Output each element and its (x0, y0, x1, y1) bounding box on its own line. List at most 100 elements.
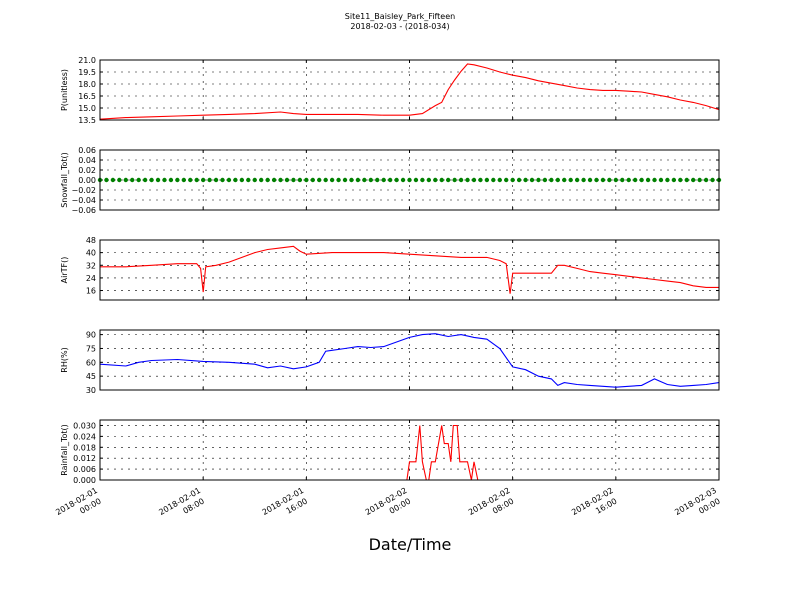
snowfall-point (426, 177, 432, 183)
x-tick-label: 2018-02-0216:00 (570, 486, 620, 527)
snowfall-point (433, 177, 438, 183)
snowfall-point (478, 177, 483, 183)
x-tick-label: 2018-02-0200:00 (364, 486, 414, 527)
snowfall-point (394, 177, 399, 183)
x-tick-label: 2018-02-0108:00 (157, 486, 207, 527)
snowfall-point (329, 177, 335, 183)
y-tick-label: 21.0 (78, 56, 96, 65)
snowfall-point (104, 177, 109, 183)
snowfall-point (336, 177, 341, 183)
panel-2: −0.06−0.04−0.020.000.020.040.06 Snowfall_… (60, 146, 722, 215)
y-axis-label: Rainfall_Tot() (60, 424, 69, 476)
snowfall-point (684, 177, 689, 183)
snowfall-point (439, 177, 444, 183)
y-tick-label: 48 (86, 236, 96, 245)
snowfall-point (665, 177, 670, 183)
y-tick-label: 0.04 (78, 156, 96, 165)
y-axis-label: AirTF() (60, 257, 69, 284)
snowfall-point (542, 177, 548, 183)
y-axis-label: RH(%) (60, 347, 69, 372)
snowfall-point (271, 177, 277, 183)
snowfall-point (458, 177, 464, 183)
y-tick-label: 32 (86, 261, 96, 270)
snowfall-point (452, 177, 457, 183)
snowfall-point (678, 177, 683, 183)
snowfall-point (484, 177, 490, 183)
snowfall-point (639, 177, 644, 183)
snowfall-point (465, 177, 470, 183)
snowfall-point (188, 177, 193, 183)
snowfall-point (130, 177, 135, 183)
y-tick-label: 0.030 (73, 421, 96, 430)
panel-3: 16 24 32 40 48 AirTF() (60, 236, 720, 301)
y-tick-label: 16 (86, 287, 96, 296)
y-tick-label: 0.02 (78, 166, 96, 175)
snowfall-point (594, 177, 599, 183)
snowfall-point (355, 177, 361, 183)
snowfall-point (658, 177, 664, 183)
snowfall-point (349, 177, 354, 183)
snowfall-point (110, 177, 116, 183)
y-tick-label: 75 (86, 344, 96, 353)
y-tick-label: 0.024 (73, 432, 96, 441)
x-tick-label: 2018-02-0116:00 (261, 486, 311, 527)
snowfall-point (239, 177, 245, 183)
snowfall-point (529, 177, 535, 183)
snowfall-point (697, 177, 702, 183)
snowfall-point (310, 177, 315, 183)
x-tick-label: 2018-02-0208:00 (467, 486, 517, 527)
y-tick-label: −0.04 (71, 196, 96, 205)
snowfall-point (168, 177, 174, 183)
snowfall-point (220, 177, 225, 183)
snowfall-point (181, 177, 187, 183)
snowfall-point (574, 177, 580, 183)
snowfall-point (226, 177, 232, 183)
y-tick-label: 90 (86, 331, 96, 340)
snowfall-point (510, 177, 515, 183)
snowfall-point (691, 177, 696, 183)
snowfall-point (149, 177, 154, 183)
y-tick-label: 0.00 (78, 176, 96, 185)
series-line-5 (100, 424, 719, 481)
snowfall-point (516, 177, 522, 183)
snowfall-point (200, 177, 206, 183)
snowfall-point (613, 177, 619, 183)
y-tick-label: 24 (86, 274, 96, 283)
snowfall-point (523, 177, 528, 183)
series-line-3 (100, 245, 719, 294)
series-line-1 (99, 63, 720, 120)
panel-5: 0.000 0.006 0.012 0.018 0.024 0.030 Rainfall_T… (60, 419, 720, 485)
snowfall-point (652, 177, 657, 183)
x-tick-label: 2018-02-0100:00 (54, 486, 104, 527)
x-axis-label: Date/Time (369, 535, 452, 554)
snowfall-point (400, 177, 406, 183)
snowfall-point (549, 177, 554, 183)
y-tick-label: 13.5 (78, 116, 96, 125)
snowfall-point (142, 177, 148, 183)
snowfall-point (581, 177, 586, 183)
axes-frame (99, 239, 720, 301)
snowfall-point (362, 177, 367, 183)
snowfall-point (207, 177, 212, 183)
snowfall-point (175, 177, 180, 183)
snowfall-point (381, 177, 386, 183)
snowfall-point (194, 177, 199, 183)
y-tick-label: 0.06 (78, 146, 96, 155)
x-axis-ticks: 2018-02-0100:00 2018-02-0108:00 2018-02-01… (54, 486, 722, 527)
y-tick-label: −0.06 (71, 206, 96, 215)
snowfall-point (317, 177, 322, 183)
snowfall-point (671, 177, 677, 183)
snowfall-point (645, 177, 651, 183)
snowfall-point (413, 177, 419, 183)
snowfall-point (562, 177, 567, 183)
y-axis-label: Snowfall_Tot() (60, 152, 69, 208)
snowfall-point (375, 177, 380, 183)
snowfall-point (342, 177, 348, 183)
chart-title: Site11_Baisley_Park_Fifteen (345, 12, 455, 21)
snowfall-point (587, 177, 593, 183)
snowfall-point (252, 177, 257, 183)
axes-frame (99, 419, 720, 481)
panel-1: 13.5 15.0 16.5 18.0 19.5 21.0 P(unitless) (60, 56, 720, 125)
snowfall-point (297, 177, 303, 183)
